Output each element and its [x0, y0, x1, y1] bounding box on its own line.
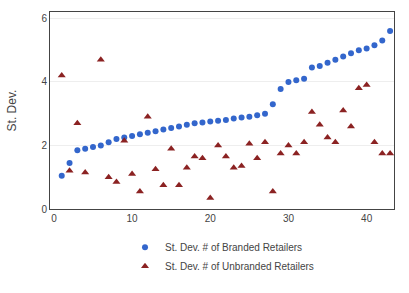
- svg-text:10: 10: [127, 213, 139, 224]
- svg-text:2: 2: [41, 140, 47, 151]
- svg-text:40: 40: [361, 213, 373, 224]
- svg-text:20: 20: [205, 213, 217, 224]
- svg-text:St. Dev. # of Unbranded Retail: St. Dev. # of Unbranded Retailers: [165, 261, 314, 272]
- svg-text:30: 30: [283, 213, 295, 224]
- svg-text:6: 6: [41, 13, 47, 24]
- svg-text:4: 4: [41, 76, 47, 87]
- svg-text:0: 0: [41, 204, 47, 215]
- svg-text:St. Dev.: St. Dev.: [5, 90, 19, 132]
- svg-text:0: 0: [51, 213, 57, 224]
- svg-text:St. Dev. # of Branded Retailer: St. Dev. # of Branded Retailers: [165, 242, 302, 253]
